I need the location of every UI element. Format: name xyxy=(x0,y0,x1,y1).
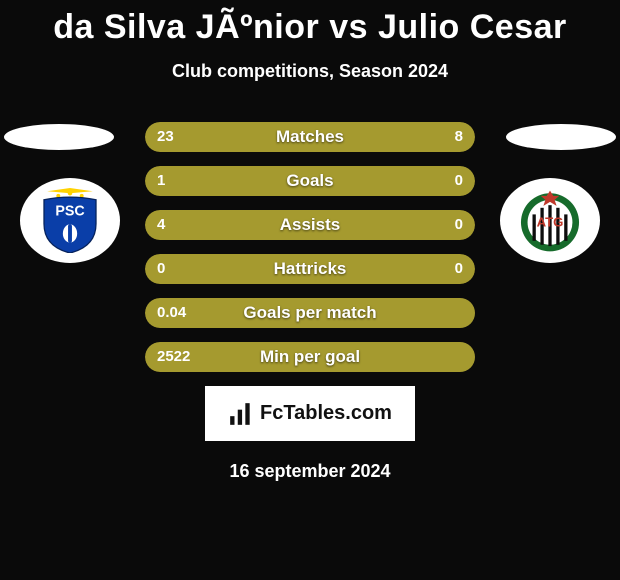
svg-text:ATG: ATG xyxy=(537,214,564,229)
stat-row: 40Assists xyxy=(145,210,475,240)
footer-date: 16 september 2024 xyxy=(0,461,620,482)
left-ellipse xyxy=(4,124,114,150)
stat-row: 10Goals xyxy=(145,166,475,196)
left-club-badge: PSC xyxy=(20,178,120,263)
right-ellipse xyxy=(506,124,616,150)
stat-row: 2522Min per goal xyxy=(145,342,475,372)
psc-crest-icon: PSC xyxy=(35,188,105,253)
stat-label: Hattricks xyxy=(145,254,475,284)
chart-icon xyxy=(228,401,254,427)
stat-row: 0.04Goals per match xyxy=(145,298,475,328)
page-title: da Silva JÃºnior vs Julio Cesar xyxy=(0,0,620,47)
stat-row: 238Matches xyxy=(145,122,475,152)
stat-label: Min per goal xyxy=(145,342,475,372)
stats-list: 238Matches 10Goals 40Assists 00Hattricks 0.0… xyxy=(145,122,475,372)
stat-label: Assists xyxy=(145,210,475,240)
svg-text:PSC: PSC xyxy=(55,203,84,219)
subtitle: Club competitions, Season 2024 xyxy=(0,61,620,82)
stat-row: 00Hattricks xyxy=(145,254,475,284)
atg-crest-icon: ATG xyxy=(517,188,583,254)
stat-label: Goals per match xyxy=(145,298,475,328)
brand-logo: FcTables.com xyxy=(205,386,415,441)
stat-label: Matches xyxy=(145,122,475,152)
stat-label: Goals xyxy=(145,166,475,196)
right-club-badge: ATG xyxy=(500,178,600,263)
brand-text: FcTables.com xyxy=(260,402,392,425)
